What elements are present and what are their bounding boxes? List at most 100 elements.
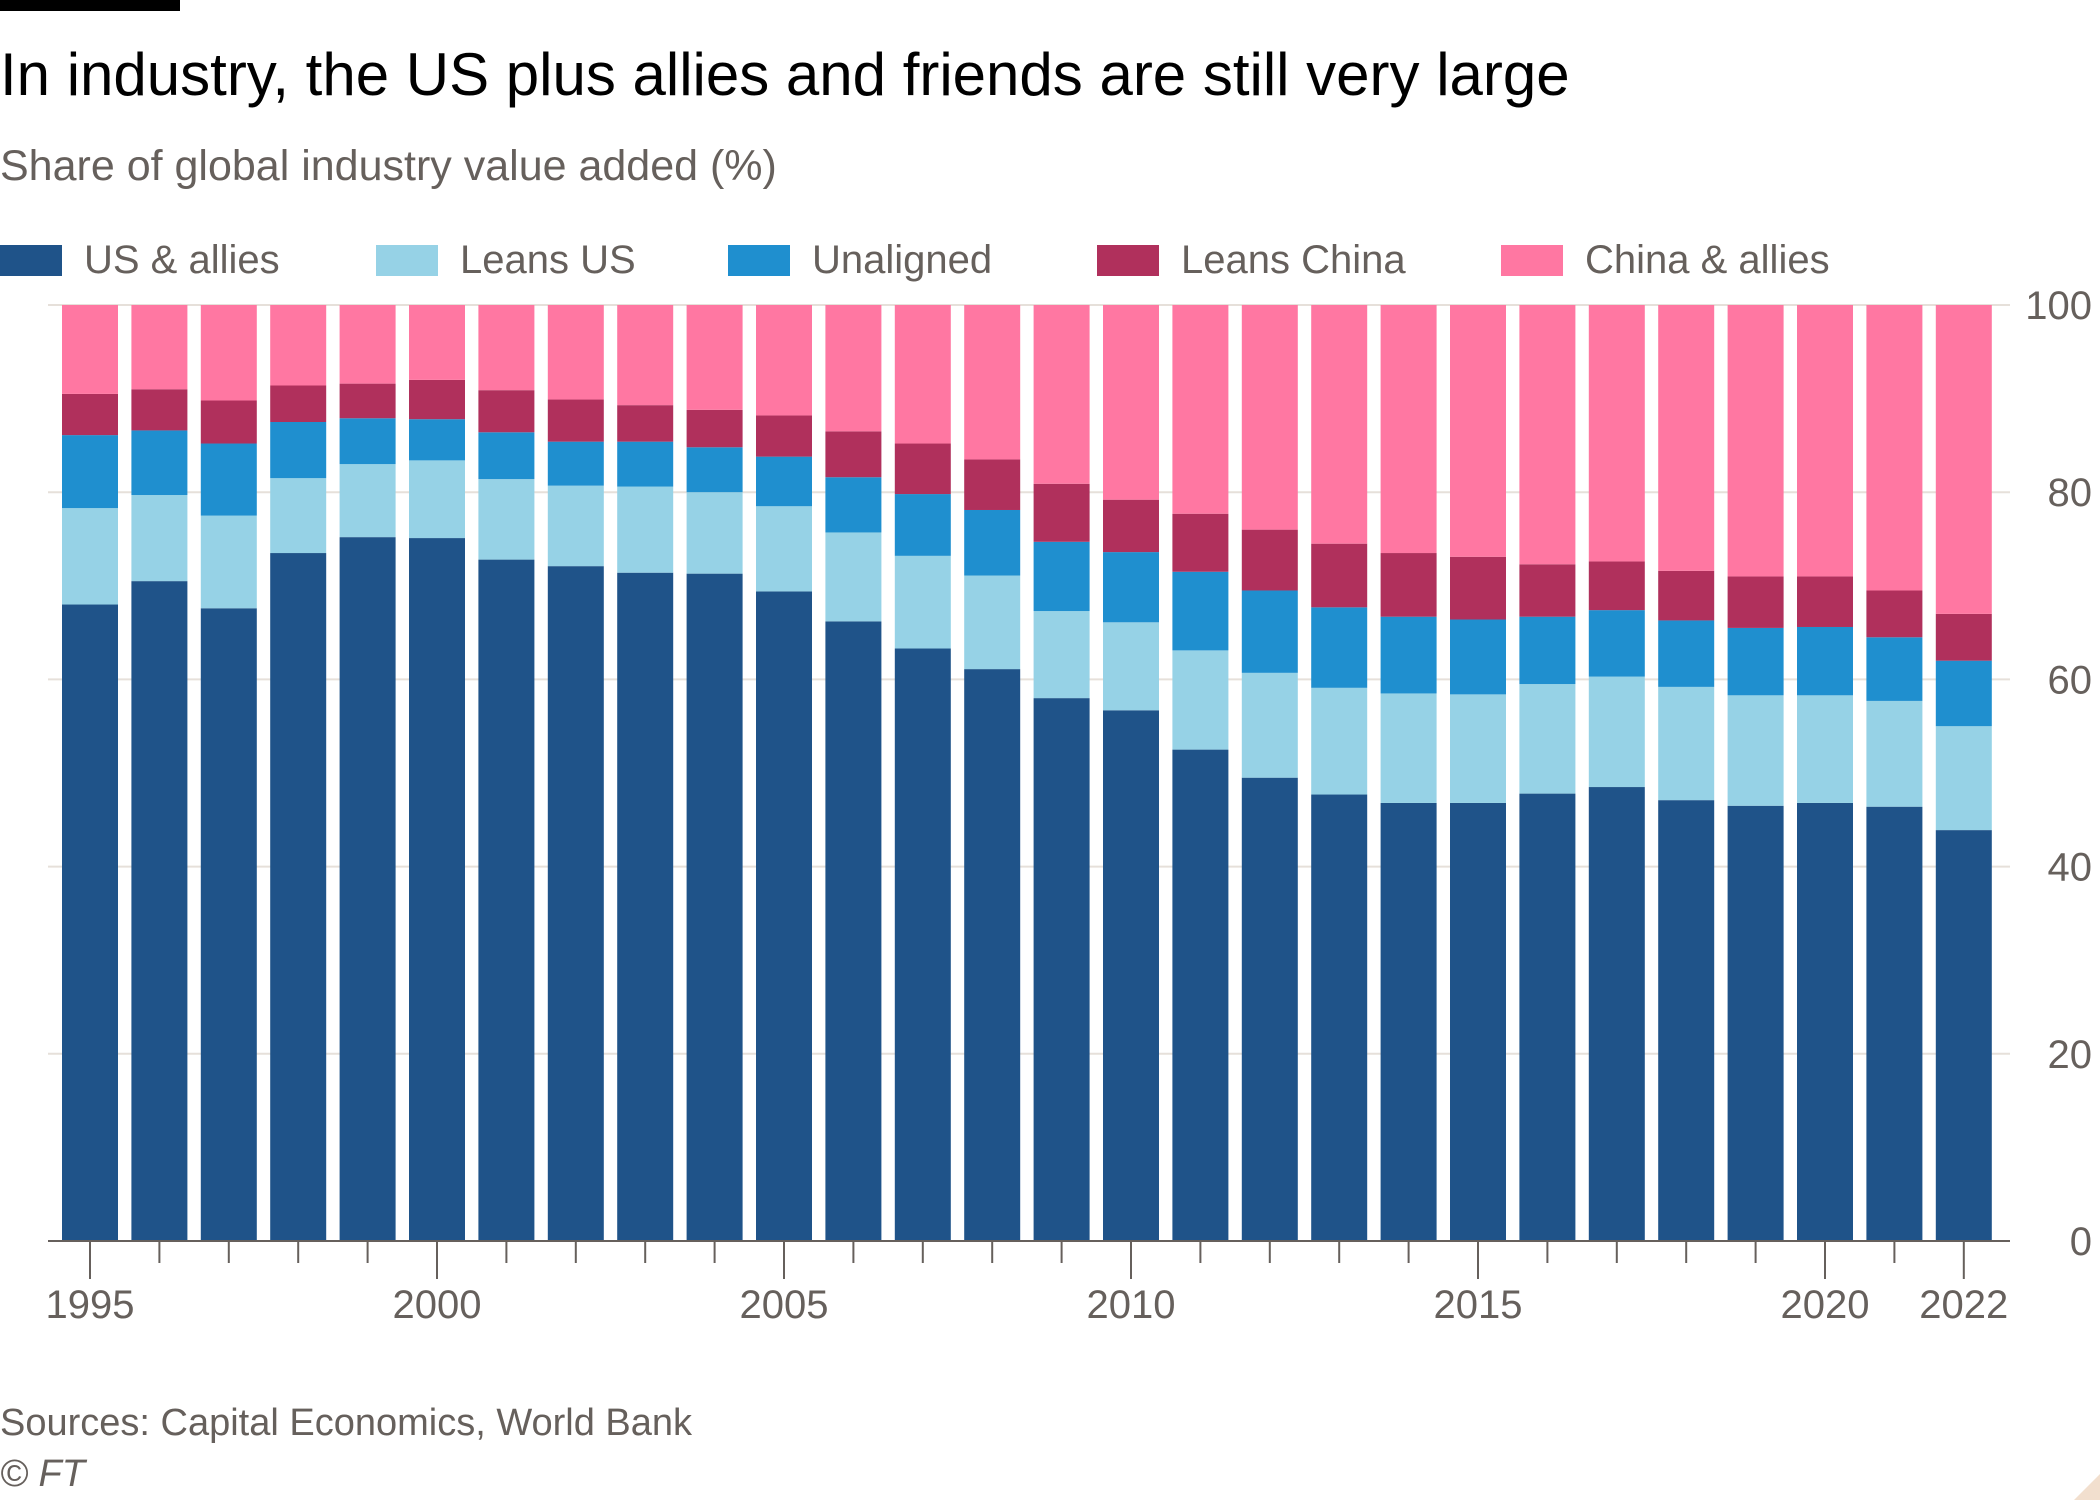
bar-segment bbox=[894, 494, 951, 556]
legend-label: Leans China bbox=[1181, 237, 1406, 282]
x-tick-label: 2020 bbox=[1781, 1283, 1870, 1327]
bar-segment bbox=[200, 443, 257, 516]
bar-segment bbox=[131, 495, 188, 582]
bar-segment bbox=[1658, 570, 1715, 621]
bar-segment bbox=[686, 305, 743, 410]
corner-mark bbox=[2074, 1474, 2100, 1500]
bar-segment bbox=[964, 509, 1021, 576]
bar-segment bbox=[1103, 305, 1159, 500]
bar-segment bbox=[131, 305, 188, 390]
bar-segment bbox=[1380, 616, 1437, 694]
bar-segment bbox=[409, 460, 465, 539]
bar-segment bbox=[1450, 802, 1506, 1241]
legend-label: Unaligned bbox=[812, 237, 993, 282]
bar-segment bbox=[1311, 607, 1368, 688]
bar-segment bbox=[756, 415, 812, 457]
bar-segment bbox=[894, 305, 951, 444]
bar-segment bbox=[62, 305, 118, 394]
bar-segment bbox=[964, 459, 1021, 510]
bar-segment bbox=[1727, 627, 1784, 696]
bar-segment bbox=[617, 486, 674, 573]
bar-segment bbox=[756, 456, 812, 507]
bar-segment bbox=[1588, 676, 1645, 788]
bar-segment bbox=[1588, 305, 1645, 562]
bar-segment bbox=[686, 492, 743, 574]
bar-segment bbox=[1311, 305, 1368, 544]
bar-segment bbox=[1658, 305, 1715, 571]
bar-segment bbox=[1519, 305, 1576, 565]
legend-swatch-us-allies bbox=[0, 244, 62, 276]
bar-segment bbox=[686, 447, 743, 493]
bar-segment bbox=[964, 305, 1021, 460]
bar-segment bbox=[478, 390, 535, 433]
bar-segment bbox=[131, 430, 188, 496]
bar-segment bbox=[478, 305, 535, 391]
bar-segment bbox=[478, 432, 535, 480]
chart-title: In industry, the US plus allies and frie… bbox=[0, 41, 1570, 108]
bar-segment bbox=[1797, 695, 1853, 803]
bar-segment bbox=[1797, 802, 1853, 1241]
bar-segment bbox=[1658, 686, 1715, 801]
bar-segment bbox=[825, 477, 882, 533]
bar-segment bbox=[1103, 622, 1159, 711]
bar-segment bbox=[617, 441, 674, 487]
bar-segment bbox=[200, 305, 257, 401]
bar-segment bbox=[547, 441, 604, 486]
legend-item-unaligned: Unaligned bbox=[728, 232, 992, 288]
bar-segment bbox=[1241, 305, 1298, 530]
bar-segment bbox=[1658, 620, 1715, 687]
bar-segment bbox=[339, 305, 396, 384]
bar-segment bbox=[409, 305, 465, 380]
bar-segment bbox=[1935, 613, 1992, 661]
bar-segment bbox=[1380, 693, 1437, 803]
bar-segment bbox=[1797, 305, 1853, 577]
x-tick-label: 2005 bbox=[740, 1283, 829, 1327]
bar-segment bbox=[270, 305, 327, 386]
y-tick-label: 100 bbox=[2025, 290, 2092, 328]
bar-segment bbox=[1450, 694, 1506, 803]
bar-segment bbox=[1519, 616, 1576, 685]
bar-segment bbox=[270, 422, 327, 479]
bar-segment bbox=[62, 393, 118, 436]
bar-segment bbox=[270, 478, 327, 554]
y-tick-label: 40 bbox=[2048, 846, 2093, 890]
bar-segment bbox=[131, 581, 188, 1241]
bar-segment bbox=[62, 508, 118, 605]
bar-segment bbox=[1935, 660, 1992, 727]
bar-segment bbox=[1658, 800, 1715, 1241]
bar-segment bbox=[894, 648, 951, 1241]
legend-item-us-allies: US & allies bbox=[0, 232, 280, 288]
bar-segment bbox=[1935, 726, 1992, 831]
bar-segment bbox=[478, 559, 535, 1241]
bar-segment bbox=[1172, 749, 1229, 1241]
bar-segment bbox=[756, 305, 812, 416]
legend-swatch-china-allies bbox=[1501, 244, 1563, 276]
bar-segment bbox=[1033, 611, 1090, 699]
bar-segment bbox=[62, 604, 118, 1241]
bar-segment bbox=[409, 379, 465, 420]
bar-segment bbox=[547, 485, 604, 567]
bar-segment bbox=[1103, 552, 1159, 623]
y-tick-label: 60 bbox=[2048, 658, 2093, 702]
legend-swatch-leans-china bbox=[1097, 244, 1159, 276]
legend-swatch-unaligned bbox=[728, 244, 790, 276]
legend-item-leans-us: Leans US bbox=[376, 232, 636, 288]
bar-segment bbox=[409, 538, 465, 1241]
bar-segment bbox=[1797, 626, 1853, 696]
bar-segment bbox=[270, 553, 327, 1241]
y-tick-label: 80 bbox=[2048, 471, 2093, 515]
bar-segment bbox=[1241, 777, 1298, 1241]
bar-segment bbox=[617, 572, 674, 1241]
bar-segment bbox=[339, 418, 396, 465]
bar-segment bbox=[1727, 805, 1784, 1241]
bar-segment bbox=[1519, 793, 1576, 1241]
bar-segment bbox=[1450, 305, 1506, 557]
bar-segment bbox=[131, 389, 188, 431]
bar-segment bbox=[894, 555, 951, 649]
source-note: Sources: Capital Economics, World Bank bbox=[0, 1402, 693, 1444]
bar-segment bbox=[1241, 529, 1298, 591]
bar-segment bbox=[617, 405, 674, 442]
bar-segment bbox=[1866, 637, 1923, 701]
bar-segment bbox=[1241, 590, 1298, 673]
bar-segment bbox=[1103, 499, 1159, 553]
